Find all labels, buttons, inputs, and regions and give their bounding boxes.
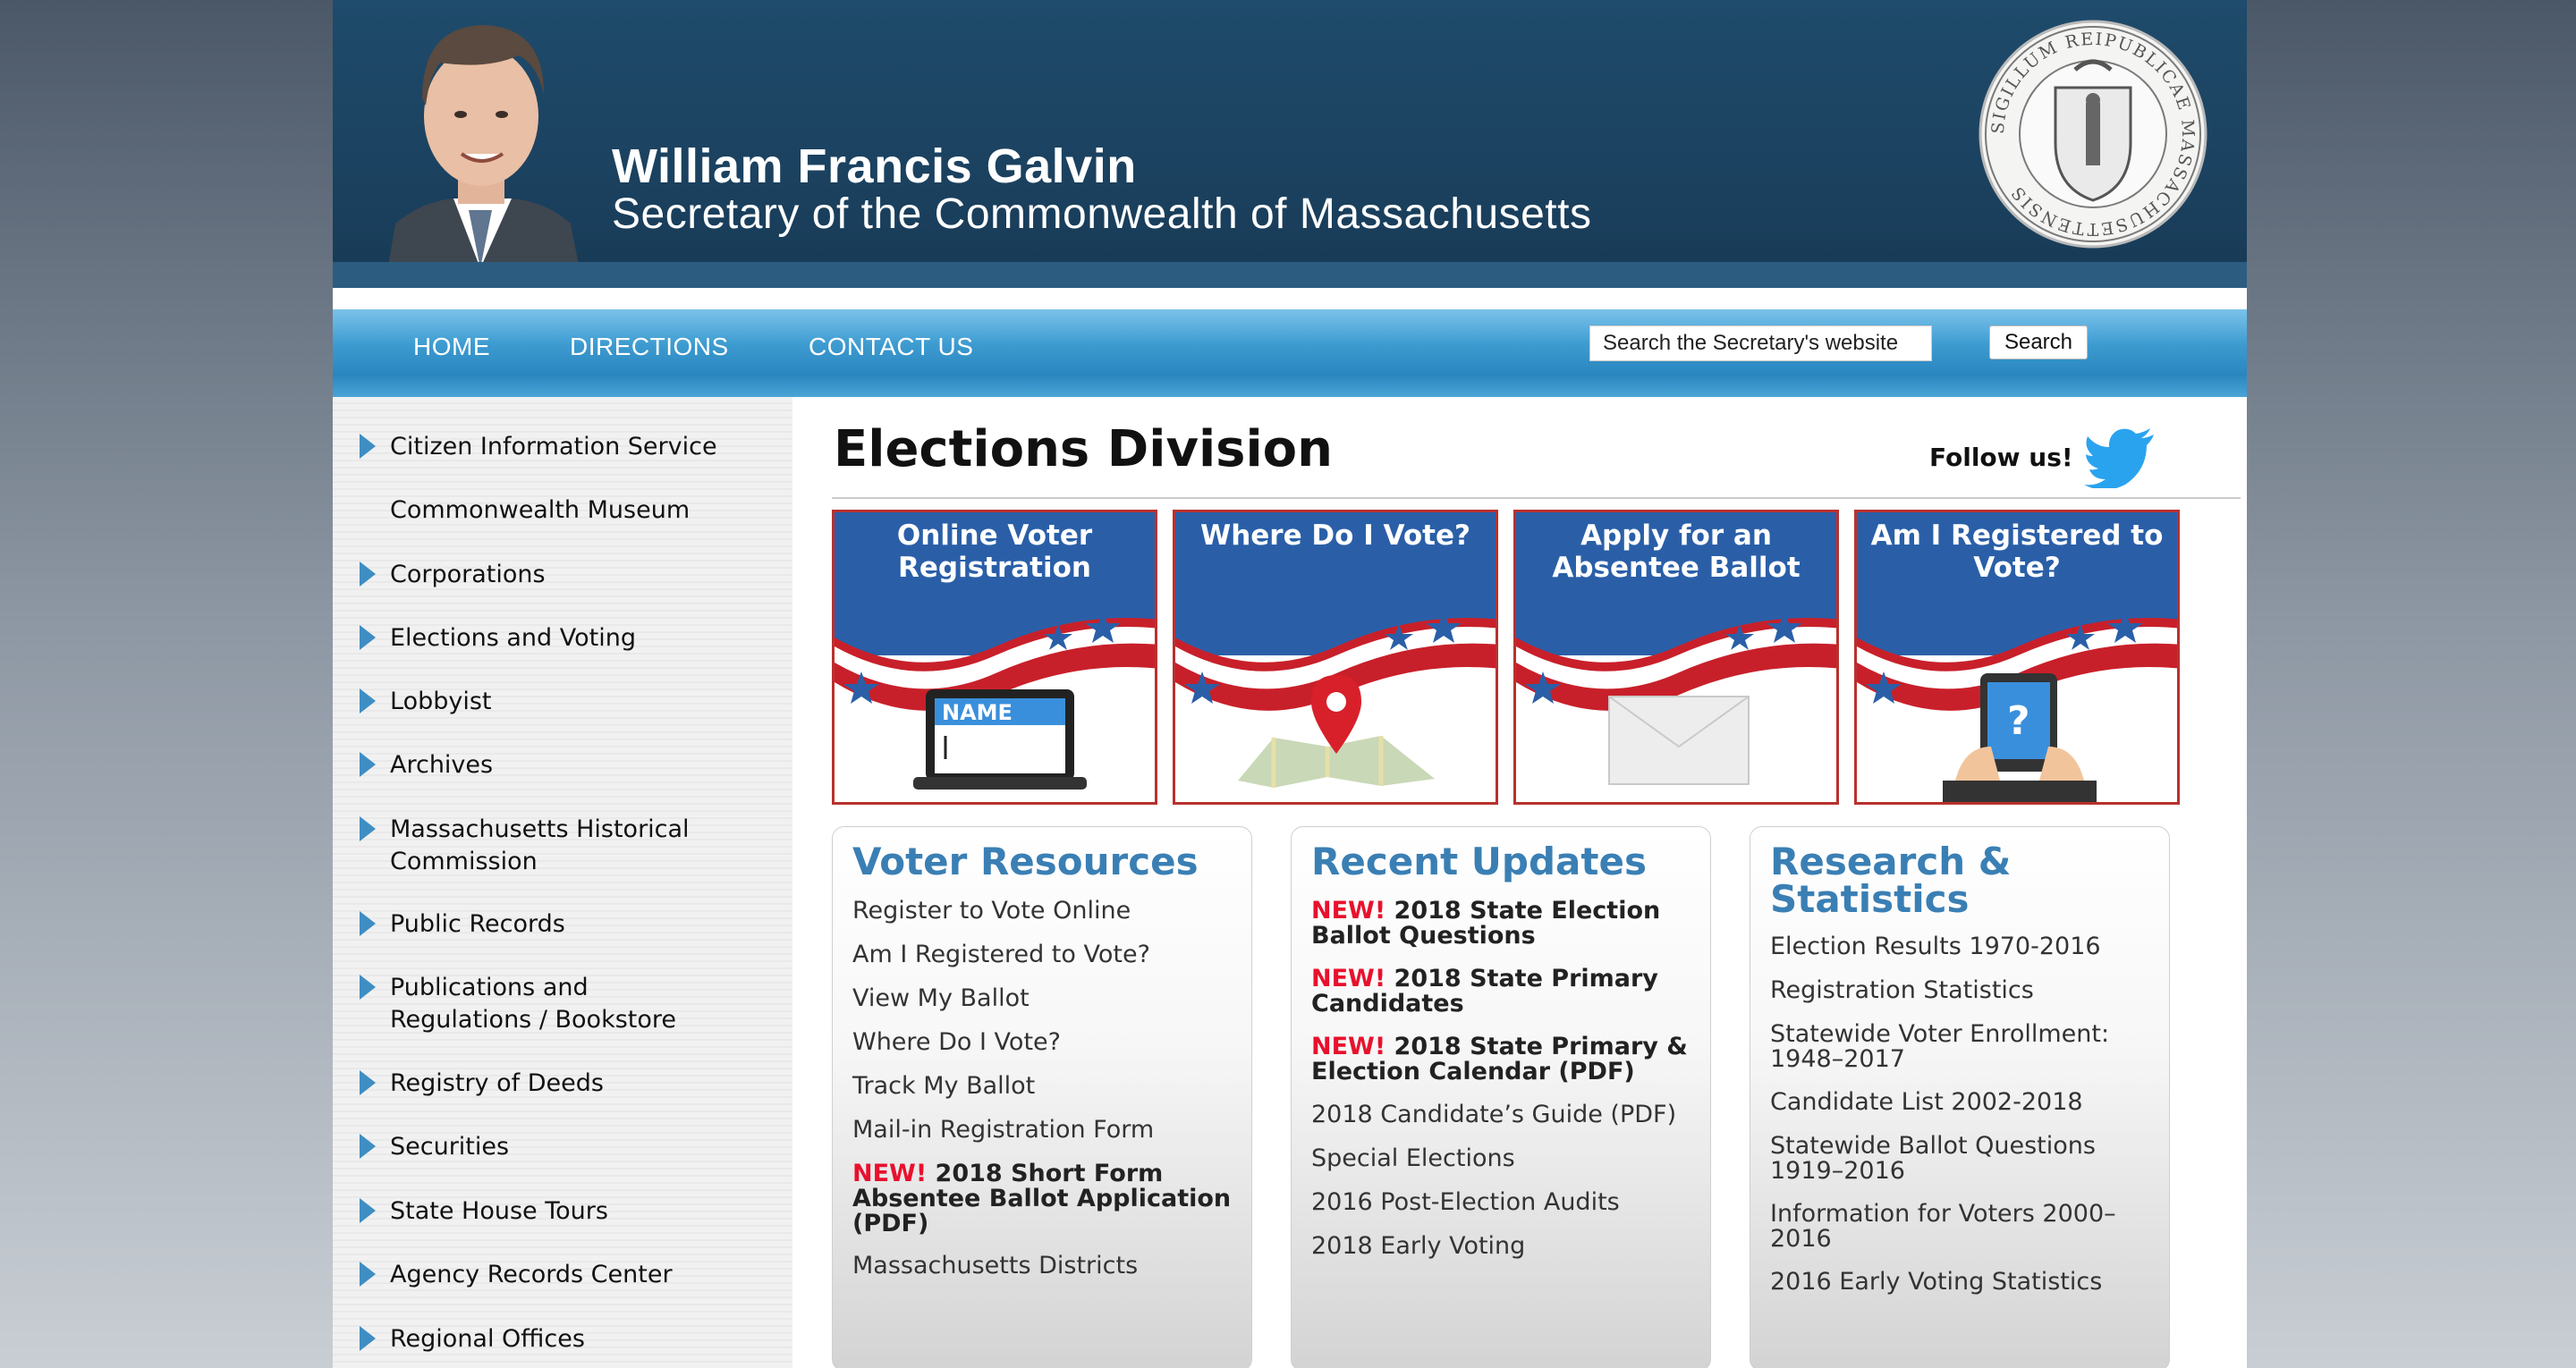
box-title: Recent Updates [1311, 840, 1647, 883]
am-i-registered-tile[interactable]: ? Am I Registered to Vote? [1854, 510, 2180, 805]
sidebar-arrow-icon [360, 1198, 376, 1223]
sidebar-arrow-icon [360, 816, 376, 841]
follow-us-label: Follow us! [1929, 443, 2073, 472]
link-special-elections[interactable]: Special Elections [1311, 1144, 1515, 1172]
sidebar-item-label: Registry of Deeds [390, 1069, 604, 1097]
tile-title: Apply for an Absentee Ballot [1552, 519, 1801, 584]
link-registration-statistics[interactable]: Registration Statistics [1770, 976, 2034, 1004]
header-name: William Francis Galvin [612, 139, 1137, 193]
sidebar-arrow-icon [360, 752, 376, 777]
nav-contact-link[interactable]: CONTACT US [809, 333, 974, 360]
sidebar-item-label: Elections and Voting [390, 624, 636, 652]
sidebar-arrow-icon [360, 434, 376, 459]
tile-background [1175, 512, 1496, 802]
sidebar-item-label: Public Records [390, 910, 565, 938]
new-badge: NEW! [852, 1160, 928, 1187]
link-information-for-voters[interactable]: Information for Voters 2000–2016 [1770, 1200, 2116, 1253]
site-header: William Francis Galvin Secretary of the … [333, 0, 2247, 288]
search-input[interactable] [1589, 325, 1932, 361]
sidebar-item-label: Lobbyist [390, 688, 492, 715]
sidebar-arrow-icon [360, 625, 376, 650]
recent-updates-box: Recent Updates NEW! 2018 State Election … [1291, 826, 1711, 1368]
tile-title: Where Do I Vote? [1200, 519, 1470, 552]
sidebar-item-label: State House Tours [390, 1197, 608, 1225]
link-text: 2018 State Primary & Election Calendar (… [1311, 1033, 1688, 1085]
sidebar-arrow-icon [360, 911, 376, 936]
link-view-my-ballot[interactable]: View My Ballot [852, 984, 1030, 1012]
page: William Francis Galvin Secretary of the … [333, 0, 2247, 1368]
tile-background: ? [1857, 512, 2177, 802]
sidebar-item-label: Agency Records Center [390, 1261, 673, 1288]
svg-text:?: ? [2007, 698, 2030, 744]
sidebar-item-label: Commonwealth Museum [390, 496, 691, 524]
absentee-ballot-tile[interactable]: Apply for an Absentee Ballot [1513, 510, 1839, 805]
sidebar-arrow-icon [360, 562, 376, 587]
link-candidate-list[interactable]: Candidate List 2002-2018 [1770, 1088, 2083, 1116]
massachusetts-seal-logo: SIGILLUM REIPUBLICAE MASSACHUSETTENSIS [1979, 20, 2207, 249]
twitter-icon[interactable] [2084, 427, 2156, 488]
sidebar-item-label: Securities [390, 1133, 510, 1161]
sidebar-arrow-icon [360, 1326, 376, 1351]
link-short-form-absentee[interactable]: NEW! 2018 Short Form Absentee Ballot App… [852, 1161, 1246, 1237]
sidebar-item-label: Citizen Information Service [390, 433, 717, 460]
link-ballot-questions-history[interactable]: Statewide Ballot Questions 1919–2016 [1770, 1132, 2096, 1185]
new-badge: NEW! [1311, 965, 1386, 992]
title-divider [832, 497, 2241, 499]
sidebar-arrow-icon [360, 688, 376, 714]
header-band [333, 262, 2247, 288]
voter-resources-box: Voter Resources Register to Vote Online … [832, 826, 1252, 1368]
link-ballot-questions[interactable]: NEW! 2018 State Election Ballot Question… [1311, 899, 1705, 949]
link-am-i-registered[interactable]: Am I Registered to Vote? [852, 941, 1150, 968]
link-post-election-audits[interactable]: 2016 Post-Election Audits [1311, 1188, 1620, 1216]
research-statistics-box: Research & Statistics Election Results 1… [1750, 826, 2170, 1368]
link-text: 2018 State Election Ballot Questions [1311, 897, 1661, 950]
sidebar-item-label: Publications and Regulations / Bookstore [390, 974, 676, 1034]
box-title: Voter Resources [852, 840, 1199, 883]
link-where-do-i-vote[interactable]: Where Do I Vote? [852, 1028, 1061, 1056]
tile-background: NAME [835, 512, 1155, 802]
header-divider [333, 288, 2247, 309]
nav-directions-link[interactable]: DIRECTIONS [570, 333, 729, 360]
box-title: Research & Statistics [1770, 840, 2012, 921]
link-track-my-ballot[interactable]: Track My Ballot [852, 1072, 1036, 1100]
link-voter-enrollment[interactable]: Statewide Voter Enrollment: 1948–2017 [1770, 1020, 2110, 1073]
tile-background [1516, 512, 1836, 802]
link-election-results[interactable]: Election Results 1970-2016 [1770, 933, 2101, 960]
link-text: 2018 Short Form Absentee Ballot Applicat… [852, 1160, 1232, 1237]
search-button[interactable]: Search [1989, 325, 2088, 359]
link-candidates-guide[interactable]: 2018 Candidate’s Guide (PDF) [1311, 1101, 1677, 1128]
link-massachusetts-districts[interactable]: Massachusetts Districts [852, 1252, 1139, 1279]
sidebar-item-label: Massachusetts Historical Commission [390, 815, 690, 875]
sidebar-arrow-icon [360, 975, 376, 1000]
where-do-i-vote-tile[interactable]: Where Do I Vote? [1173, 510, 1498, 805]
link-early-voting[interactable]: 2018 Early Voting [1311, 1232, 1526, 1260]
tile-title: Online Voter Registration [896, 519, 1093, 584]
sidebar-arrow-icon [360, 1134, 376, 1159]
secretary-portrait [385, 25, 583, 288]
header-subtitle: Secretary of the Commonwealth of Massach… [612, 190, 1592, 238]
sidebar-item-label: Archives [390, 751, 494, 779]
sidebar-item-label: Regional Offices [390, 1325, 585, 1353]
sidebar-item-label: Corporations [390, 561, 546, 588]
link-primary-calendar[interactable]: NEW! 2018 State Primary & Election Calen… [1311, 1034, 1705, 1085]
new-badge: NEW! [1311, 897, 1386, 925]
link-text: 2018 State Primary Candidates [1311, 965, 1658, 1018]
link-register-online[interactable]: Register to Vote Online [852, 897, 1131, 925]
sidebar [333, 397, 792, 1368]
nav-home-link[interactable]: HOME [413, 333, 490, 360]
svg-text:NAME: NAME [942, 700, 1013, 725]
page-title: Elections Division [834, 420, 1334, 478]
link-primary-candidates[interactable]: NEW! 2018 State Primary Candidates [1311, 967, 1705, 1017]
new-badge: NEW! [1311, 1033, 1386, 1060]
link-early-voting-statistics[interactable]: 2016 Early Voting Statistics [1770, 1268, 2103, 1296]
online-voter-registration-tile[interactable]: NAME Online Voter Registration [832, 510, 1157, 805]
tile-title: Am I Registered to Vote? [1870, 519, 2164, 584]
sidebar-arrow-icon [360, 1262, 376, 1287]
link-mail-in-registration[interactable]: Mail-in Registration Form [852, 1116, 1155, 1144]
sidebar-arrow-icon [360, 1070, 376, 1095]
